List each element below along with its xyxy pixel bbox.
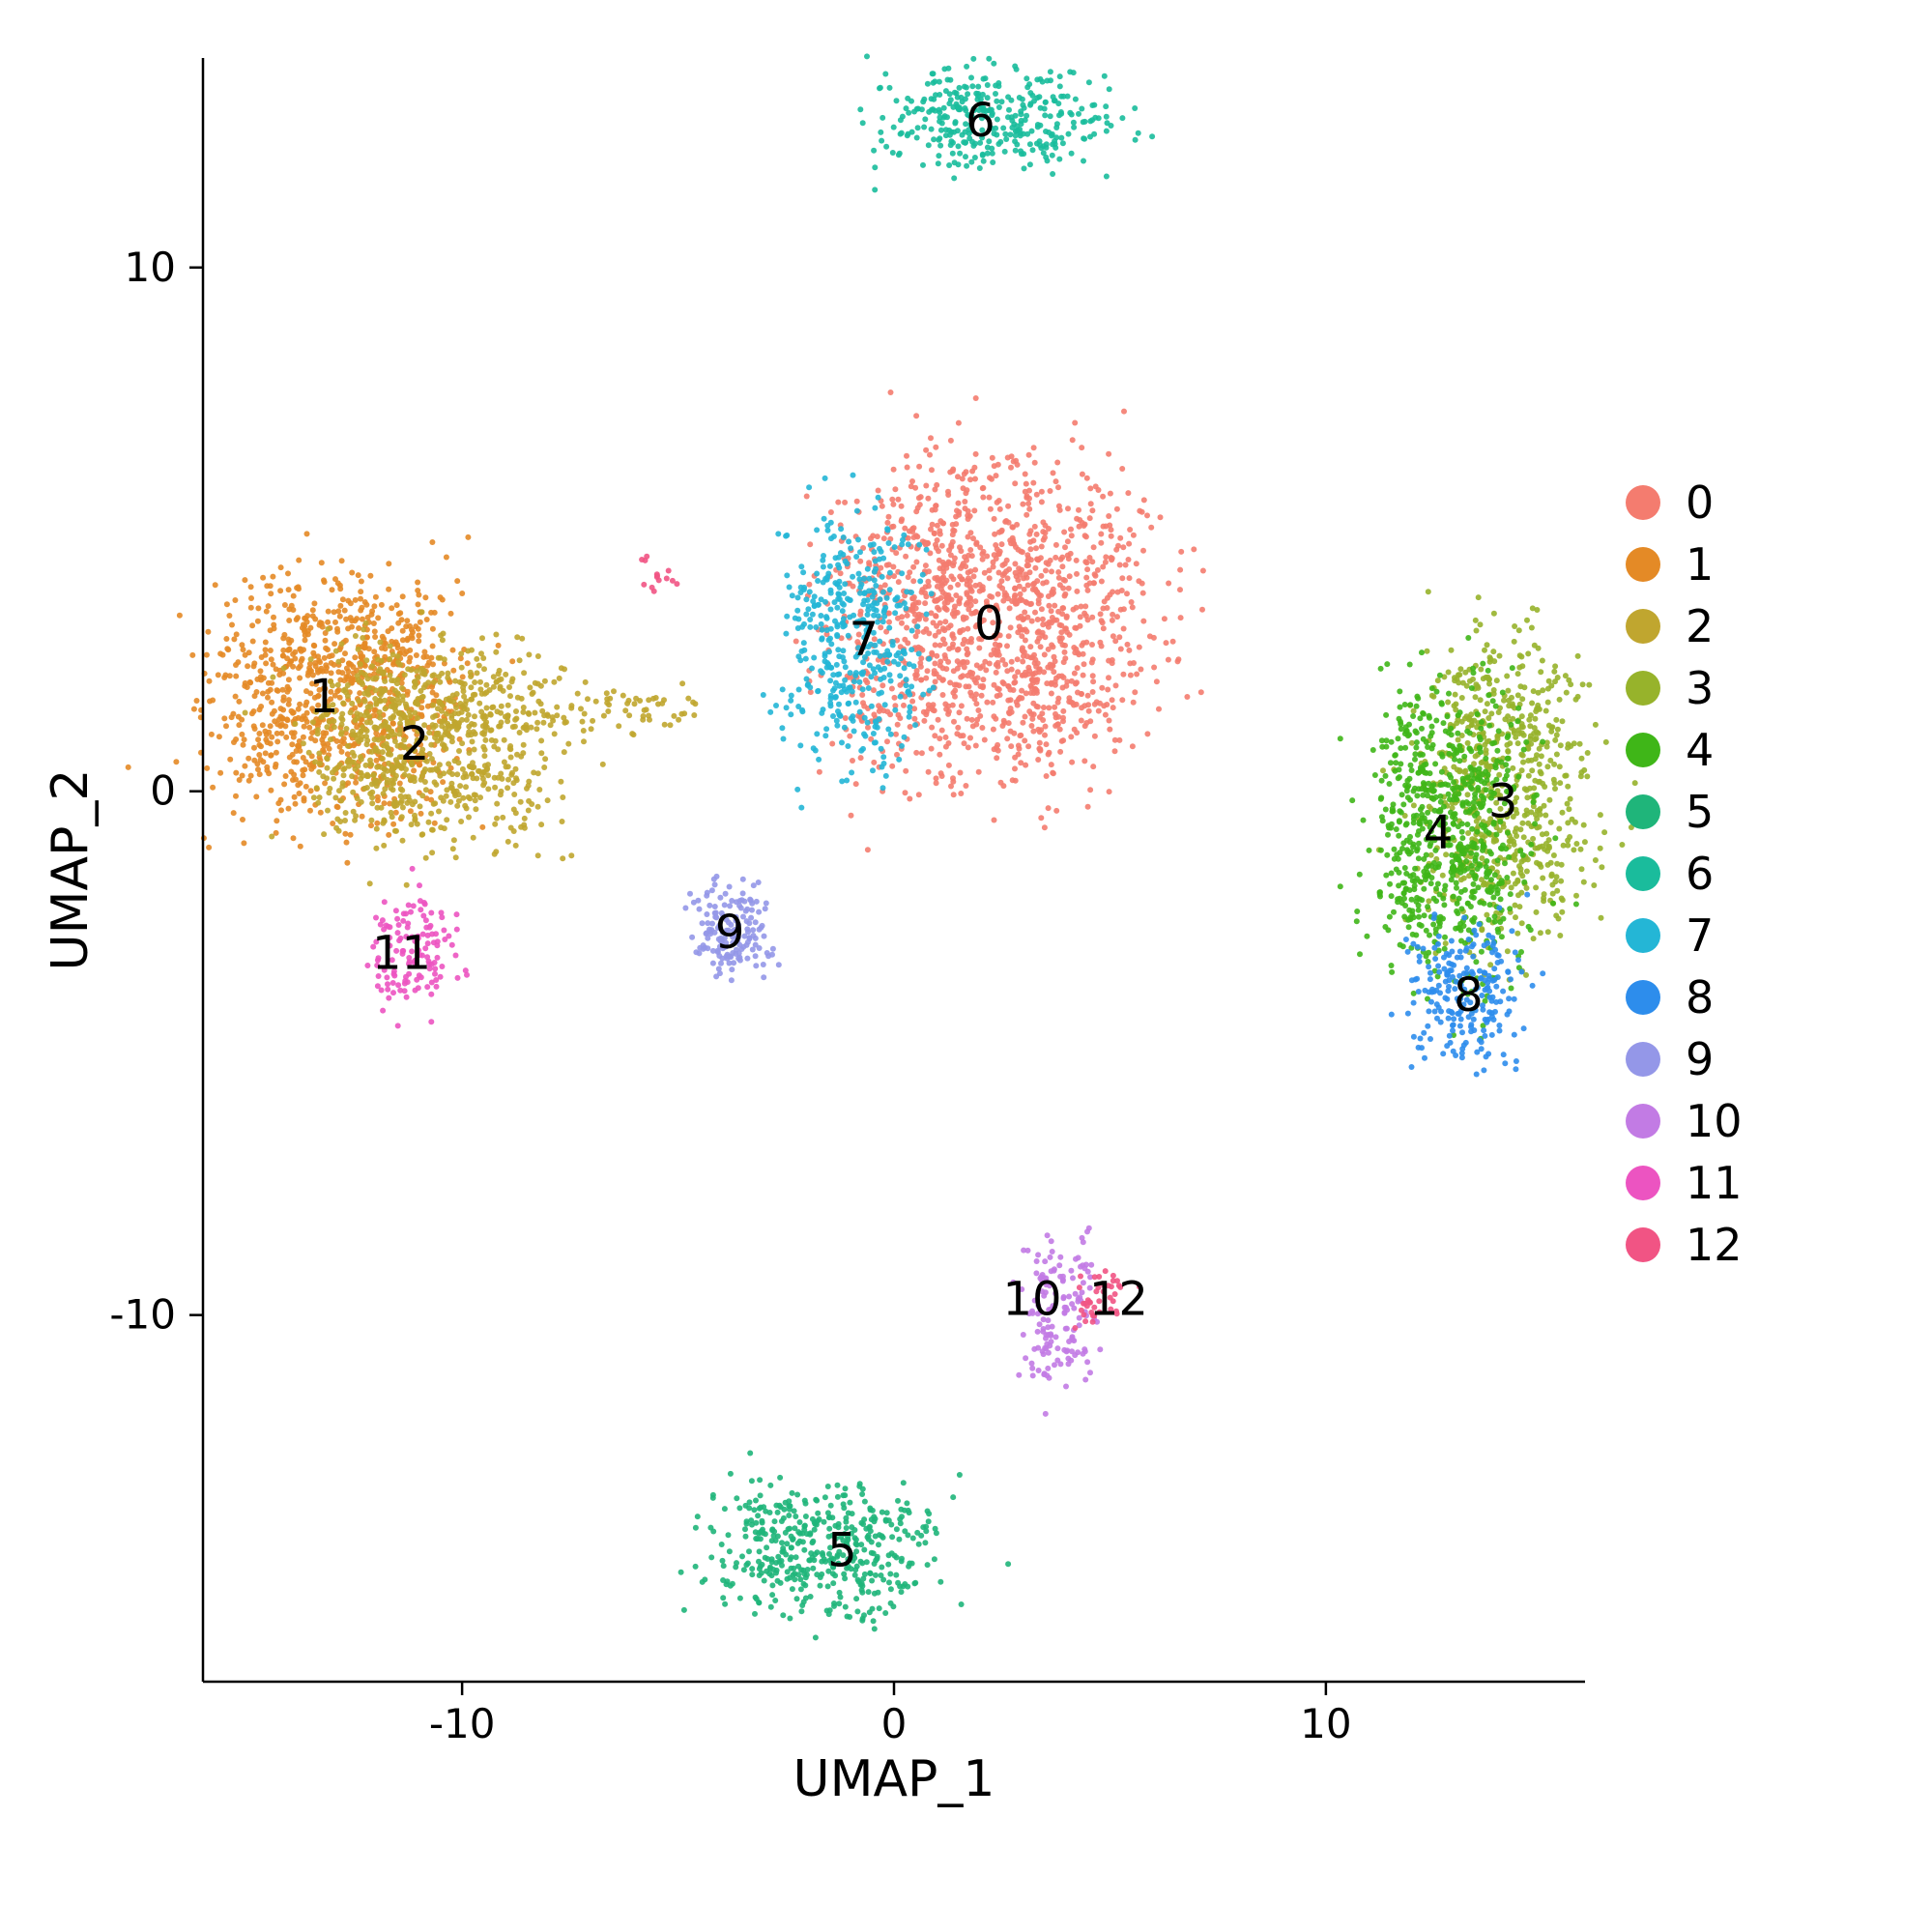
legend-label-11: 11 (1686, 1157, 1743, 1209)
legend-marker-11 (1626, 1166, 1660, 1200)
legend-label-5: 5 (1686, 786, 1714, 838)
cluster-label-2: 2 (400, 717, 430, 771)
y-tick-label: -10 (109, 1291, 176, 1339)
legend-label-4: 4 (1686, 724, 1714, 776)
legend-label-9: 9 (1686, 1033, 1714, 1085)
cluster-label-1: 1 (309, 670, 339, 724)
x-tick-label: 10 (1300, 1700, 1351, 1747)
legend-marker-8 (1626, 980, 1660, 1015)
legend-marker-2 (1626, 609, 1660, 644)
legend-marker-10 (1626, 1104, 1660, 1139)
cluster-label-9: 9 (715, 906, 745, 960)
x-tick-label: 0 (881, 1700, 908, 1747)
legend-marker-6 (1626, 856, 1660, 891)
cluster-label-6: 6 (966, 94, 995, 148)
cluster-label-8: 8 (1454, 968, 1484, 1023)
legend-marker-7 (1626, 918, 1660, 953)
cluster-label-0: 0 (974, 596, 1004, 650)
chart-svg: -10010-10010UMAP_1UMAP_20123456789101112… (0, 0, 1932, 1932)
legend-label-0: 0 (1686, 476, 1714, 529)
y-tick-label: 0 (150, 767, 176, 815)
legend-marker-1 (1626, 547, 1660, 582)
cluster-label-3: 3 (1488, 775, 1518, 829)
legend-label-3: 3 (1686, 662, 1714, 714)
cluster-label-5: 5 (827, 1524, 857, 1578)
legend-marker-9 (1626, 1042, 1660, 1077)
legend-label-7: 7 (1686, 909, 1714, 962)
cluster-label-11: 11 (372, 927, 431, 981)
cluster-label-12: 12 (1089, 1272, 1148, 1326)
legend-label-6: 6 (1686, 848, 1714, 900)
y-tick-label: 10 (125, 244, 176, 291)
legend-marker-3 (1626, 671, 1660, 706)
legend-label-12: 12 (1686, 1219, 1743, 1271)
y-axis-title: UMAP_2 (42, 769, 100, 971)
x-axis-title: UMAP_1 (793, 1750, 995, 1808)
x-tick-label: -10 (429, 1700, 496, 1747)
cluster-label-7: 7 (849, 613, 879, 667)
cluster-label-10: 10 (1002, 1272, 1061, 1326)
legend-label-1: 1 (1686, 538, 1714, 591)
legend-marker-12 (1626, 1227, 1660, 1262)
legend-label-8: 8 (1686, 971, 1714, 1024)
umap-scatter-chart: -10010-10010UMAP_1UMAP_20123456789101112… (0, 0, 1932, 1932)
legend-marker-5 (1626, 794, 1660, 829)
legend-marker-0 (1626, 485, 1660, 520)
cluster-label-4: 4 (1424, 806, 1454, 860)
legend-marker-4 (1626, 733, 1660, 767)
legend-label-10: 10 (1686, 1095, 1743, 1147)
legend-label-2: 2 (1686, 600, 1714, 652)
